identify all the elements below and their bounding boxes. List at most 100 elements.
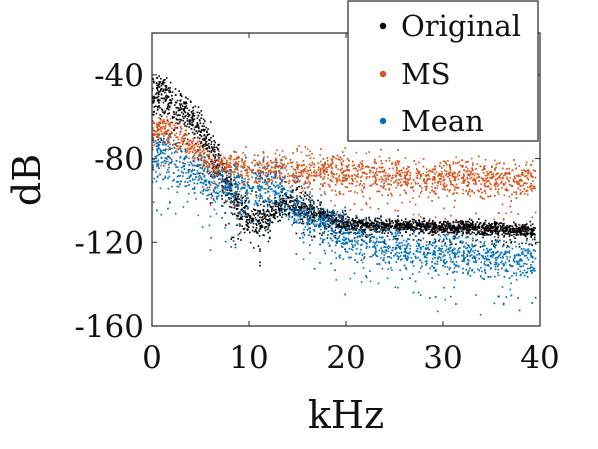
data-point [398, 224, 400, 227]
data-point [287, 205, 289, 208]
data-point [450, 228, 452, 231]
data-point [259, 162, 262, 165]
data-point [454, 162, 457, 164]
data-point [441, 229, 443, 231]
data-point [453, 230, 456, 232]
data-point [198, 127, 200, 130]
data-point [473, 232, 476, 234]
data-point [376, 223, 378, 226]
data-point [326, 214, 328, 217]
data-point [448, 225, 450, 227]
data-point [299, 191, 301, 194]
data-point [501, 187, 503, 189]
data-point [331, 172, 334, 175]
data-point [285, 195, 288, 197]
data-point [236, 157, 238, 159]
data-point [245, 146, 247, 148]
data-point [383, 170, 386, 172]
data-point [519, 185, 521, 187]
data-point [327, 223, 330, 226]
data-point [442, 179, 445, 182]
data-point [470, 224, 472, 227]
data-point [377, 208, 380, 210]
data-point [258, 170, 261, 172]
data-point [250, 220, 253, 222]
data-point [513, 233, 515, 236]
data-point [259, 216, 261, 219]
data-point [162, 127, 164, 130]
data-point [446, 231, 449, 233]
data-point [525, 224, 527, 226]
data-point [463, 182, 465, 184]
data-point [399, 174, 402, 176]
data-point [339, 232, 341, 234]
data-point [238, 193, 240, 196]
data-point [366, 226, 368, 228]
data-point [348, 224, 351, 227]
data-point [185, 105, 188, 107]
data-point [363, 224, 366, 226]
data-point [182, 113, 184, 115]
data-point [237, 214, 240, 217]
data-point [331, 175, 334, 177]
data-point [241, 160, 243, 163]
data-point [383, 223, 386, 225]
data-point [420, 174, 422, 176]
data-point [475, 223, 477, 225]
data-point [376, 231, 378, 233]
data-point [406, 223, 409, 225]
data-point [439, 162, 442, 164]
data-point [375, 180, 377, 182]
data-point [274, 212, 277, 215]
data-point [451, 243, 453, 245]
data-point [152, 146, 154, 149]
data-point [524, 175, 526, 178]
data-point [239, 211, 241, 213]
data-point [488, 228, 490, 230]
data-point [527, 178, 530, 181]
data-point [332, 156, 335, 158]
data-point [365, 235, 367, 238]
data-point [499, 174, 501, 177]
data-point [177, 138, 180, 141]
data-point [263, 215, 266, 217]
data-point [484, 231, 486, 234]
data-point [325, 167, 327, 170]
data-point [157, 136, 159, 138]
data-point [183, 134, 185, 136]
data-point [356, 180, 358, 183]
data-point [469, 188, 471, 191]
data-point [432, 177, 435, 180]
data-point [496, 182, 498, 184]
data-point [442, 222, 445, 224]
data-point [355, 229, 357, 231]
data-point [242, 162, 245, 164]
data-point [451, 229, 453, 232]
data-point [269, 230, 271, 232]
data-point [508, 173, 511, 175]
data-point [200, 114, 203, 116]
data-point [174, 144, 177, 146]
data-point [206, 130, 208, 133]
data-point [347, 223, 349, 225]
data-point [524, 228, 526, 230]
data-point [495, 183, 498, 186]
data-point [432, 176, 435, 178]
data-point [303, 187, 306, 189]
data-point [173, 116, 175, 118]
data-point [426, 179, 428, 182]
data-point [262, 209, 265, 212]
data-point [217, 167, 219, 169]
data-point [452, 184, 454, 186]
data-point [352, 227, 354, 229]
data-point [164, 142, 166, 145]
data-point [171, 127, 173, 130]
data-point [445, 224, 448, 227]
data-point [513, 227, 516, 230]
data-point [523, 182, 525, 185]
data-point [266, 204, 269, 206]
data-point [502, 218, 505, 220]
data-point [188, 126, 190, 128]
data-point [234, 161, 237, 163]
data-point [198, 146, 201, 149]
